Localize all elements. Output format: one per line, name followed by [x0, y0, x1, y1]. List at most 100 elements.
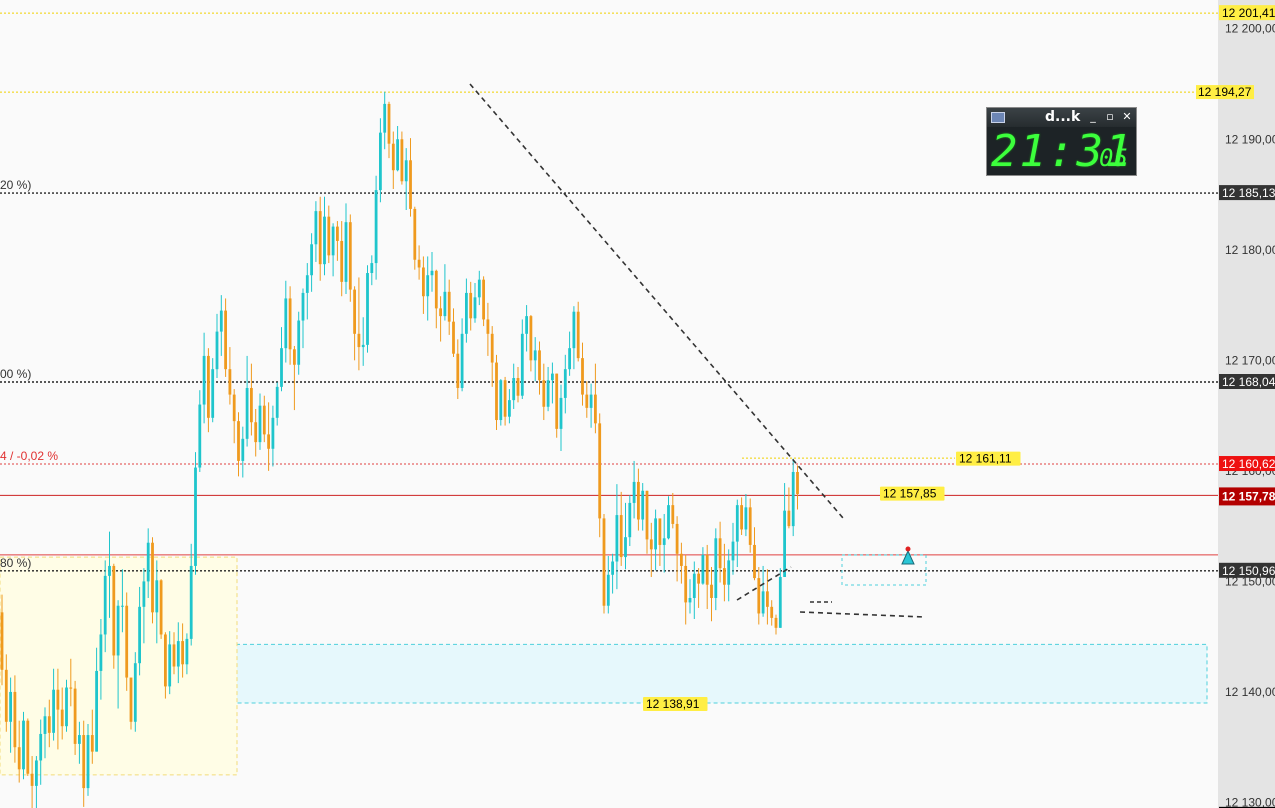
window-icon — [991, 112, 1005, 123]
level-left-label: 80 %) — [0, 556, 31, 570]
close-icon[interactable]: ✕ — [1122, 110, 1132, 123]
annotation-label: 12 138,91 — [646, 697, 700, 711]
candle-body — [348, 222, 352, 290]
candle-body — [207, 355, 210, 418]
candle-body — [602, 518, 606, 606]
candle-body — [551, 373, 554, 381]
candle-body — [194, 467, 197, 566]
maximize-icon[interactable]: ▫ — [1106, 110, 1114, 123]
candle-body — [559, 397, 563, 429]
candle-body — [387, 103, 391, 144]
candle-body — [52, 689, 55, 733]
clock-widget[interactable]: d...k _ ▫ ✕ 21:31 05 — [986, 107, 1137, 176]
candle-body — [219, 310, 223, 332]
candle-body — [568, 348, 571, 370]
candle-body — [103, 575, 107, 635]
candle-body — [69, 687, 73, 689]
axis-price-tag-label: 12 201,41 — [1222, 6, 1275, 20]
candle-body — [22, 720, 25, 770]
candle-body — [133, 663, 137, 722]
candle-body — [572, 311, 576, 349]
candle-body — [185, 638, 189, 665]
candle-body — [323, 216, 326, 265]
axis-price-tag — [1219, 374, 1275, 390]
candle-body — [718, 538, 722, 569]
candle-body — [340, 240, 344, 282]
candle-body — [671, 505, 675, 524]
candle-body — [731, 541, 735, 561]
candle-body — [783, 510, 786, 577]
candle-body — [172, 644, 176, 667]
candle-body — [0, 612, 4, 670]
candle-body — [43, 716, 47, 734]
candle-body — [439, 308, 442, 317]
candle-body — [675, 523, 679, 554]
level-left-label: 20 %) — [0, 178, 31, 192]
candle-body — [688, 597, 692, 603]
candle-body — [293, 349, 296, 365]
candle-body — [658, 518, 662, 545]
level-left-label: 00 %) — [0, 367, 31, 381]
candle-body — [697, 573, 700, 584]
candle-body — [181, 641, 184, 665]
candle-body — [116, 605, 120, 656]
y-tick-label: 12 150,00 — [1225, 574, 1275, 588]
candle-body — [215, 331, 219, 370]
annotation-label: 12 157,85 — [883, 487, 937, 501]
candle-body — [456, 353, 460, 388]
candle-body — [138, 606, 141, 664]
level-left-label: 4 / -0,02 % — [0, 449, 58, 463]
candle-body — [271, 417, 275, 449]
candle-body — [516, 378, 520, 396]
annotation-tag — [880, 486, 945, 501]
candle-body — [563, 369, 567, 398]
candle-body — [400, 139, 404, 182]
axis-price-tag — [1219, 806, 1275, 808]
candle-body — [90, 735, 94, 752]
y-tick-label: 12 200,00 — [1225, 22, 1275, 36]
candle-body — [60, 709, 64, 727]
candle-body — [17, 747, 21, 770]
minimize-icon[interactable]: _ — [1090, 110, 1096, 123]
entry-marker-dot — [905, 546, 911, 552]
candle-body — [576, 311, 580, 359]
candle-body — [581, 358, 584, 395]
y-tick-label: 12 180,00 — [1225, 243, 1275, 257]
y-tick-label: 12 130,00 — [1225, 795, 1275, 808]
axis-price-tag-label: 12 185,13 — [1222, 186, 1275, 200]
candle-body — [486, 319, 490, 334]
candle-body — [254, 422, 258, 443]
candle-body — [533, 350, 537, 361]
y-tick-label: 12 140,00 — [1225, 685, 1275, 699]
candle-body — [357, 333, 361, 348]
candle-body — [280, 348, 283, 387]
candle-body — [47, 716, 51, 733]
candle-body — [740, 505, 743, 530]
candle-body — [705, 554, 709, 585]
candle-body — [379, 132, 382, 191]
trendline-bottom — [799, 611, 926, 618]
candle-body — [434, 270, 438, 309]
axis-price-tag — [1219, 487, 1275, 506]
y-tick-label: 12 190,00 — [1225, 132, 1275, 146]
y-tick-label: 12 170,00 — [1225, 353, 1275, 367]
candle-body — [778, 576, 782, 628]
candle-body — [796, 471, 799, 495]
candle-body — [151, 542, 154, 613]
candle-body — [624, 537, 627, 558]
clock-titlebar[interactable]: d...k _ ▫ ✕ — [987, 108, 1136, 127]
candle-body — [211, 369, 215, 418]
axis-price-tag — [1219, 562, 1275, 578]
annotation-label: 12 161,11 — [959, 452, 1012, 466]
candle-body — [30, 773, 34, 786]
candle-body — [413, 208, 417, 260]
candle-body — [159, 580, 163, 635]
candle-body — [155, 580, 159, 613]
candle-body — [391, 143, 395, 171]
candle-body — [585, 394, 589, 408]
candle-body — [99, 634, 103, 671]
axis-price-tag — [1219, 5, 1275, 21]
candle-body — [701, 554, 705, 584]
candle-body — [452, 321, 455, 354]
candle-body — [447, 291, 451, 322]
